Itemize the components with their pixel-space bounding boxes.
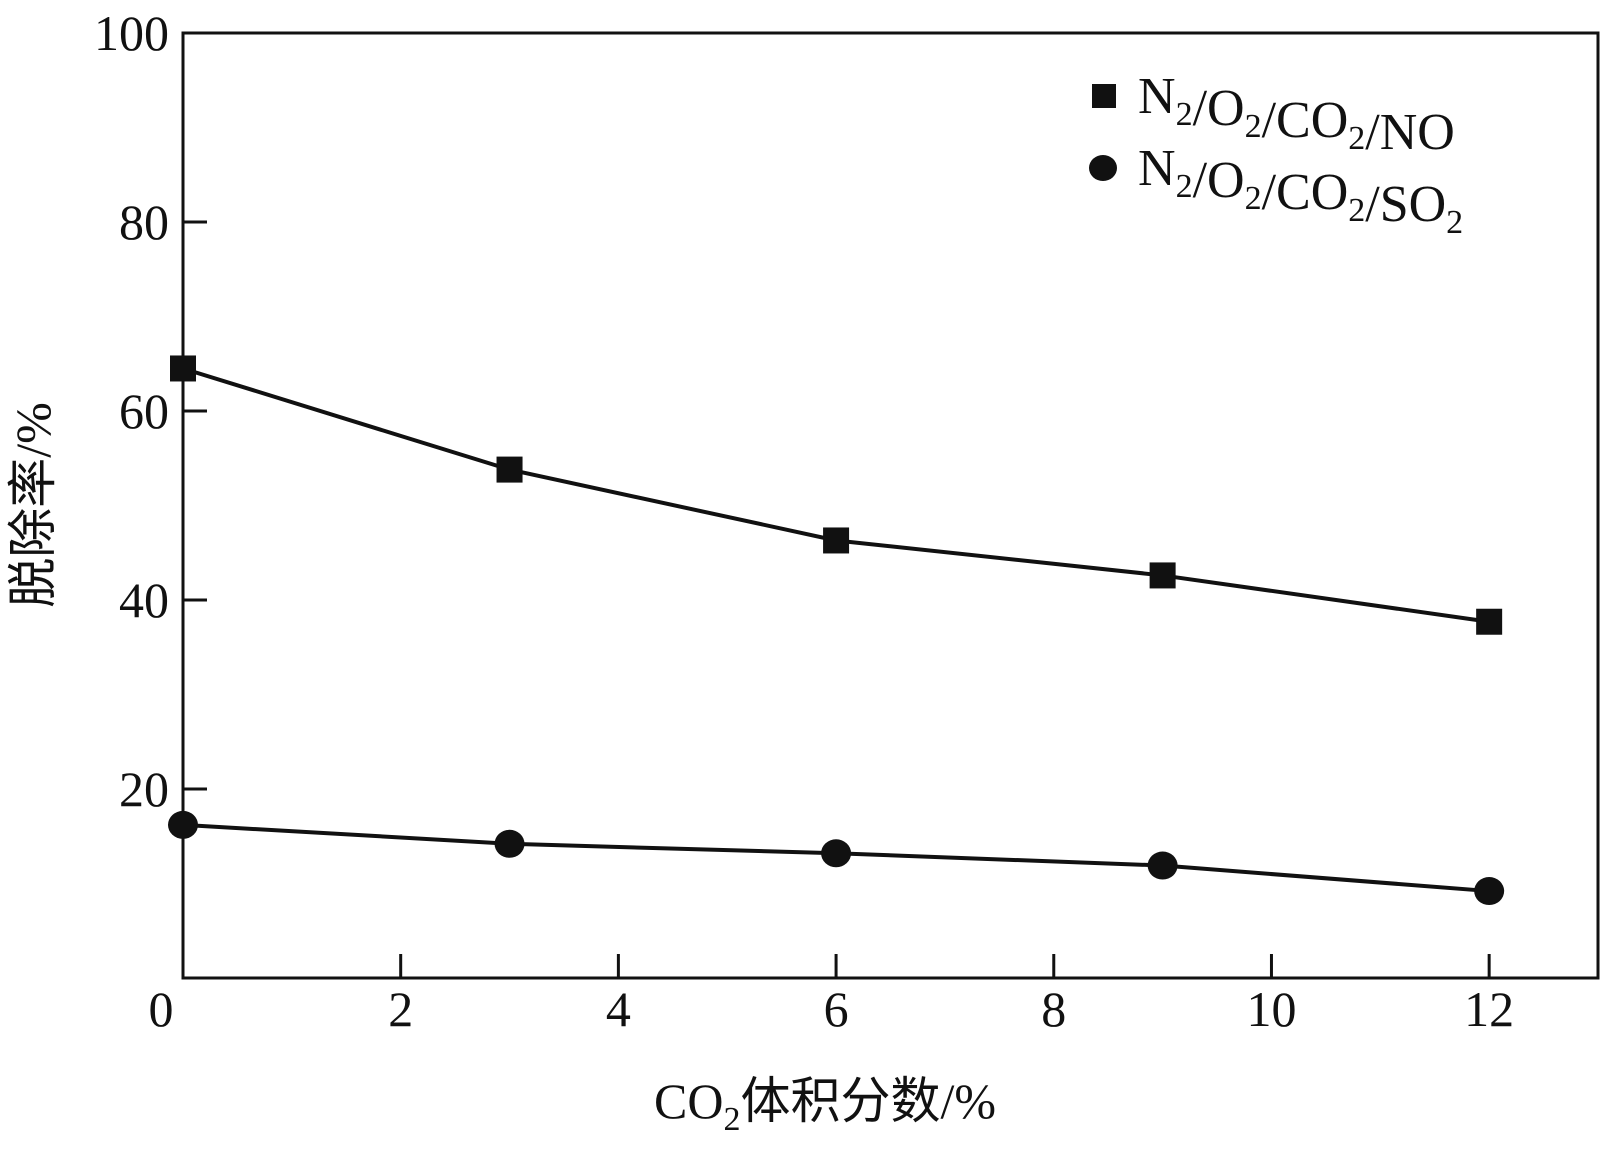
x-axis-label: CO2体积分数/% [654, 1073, 996, 1138]
data-point [1476, 608, 1503, 635]
x-tick-label: 4 [606, 981, 631, 1037]
data-point [821, 839, 852, 868]
x-tick-label: 0 [149, 981, 174, 1037]
data-point [1149, 562, 1176, 589]
data-point [1147, 851, 1178, 880]
x-tick-label: 6 [824, 981, 849, 1037]
data-point [823, 527, 850, 554]
legend-label: N2/O2/CO2/SO2 [1138, 140, 1463, 241]
x-tick-label: 8 [1041, 981, 1066, 1037]
legend-label: N2/O2/CO2/NO [1138, 68, 1455, 161]
legend-marker-square [1092, 84, 1116, 108]
y-tick-label: 40 [119, 572, 169, 628]
data-point [496, 456, 523, 483]
y-axis-label: 脱除率/% [5, 402, 61, 608]
data-point [1474, 877, 1505, 906]
y-axis-ticks: 20 40 60 80 100 [94, 5, 207, 817]
data-point [168, 810, 198, 839]
data-point [170, 355, 196, 382]
y-tick-label: 100 [94, 5, 169, 61]
series-1 [170, 355, 1503, 635]
legend-marker-circle [1089, 155, 1117, 181]
legend-item: N2/O2/CO2/SO2 [1089, 140, 1463, 241]
series-2 [168, 810, 1505, 906]
x-tick-label: 12 [1464, 981, 1514, 1037]
x-tick-label: 10 [1246, 981, 1296, 1037]
plot-frame [181, 31, 1600, 980]
x-axis-ticks: 0 2 4 6 8 10 12 [149, 954, 1514, 1037]
y-tick-label: 20 [119, 761, 169, 817]
legend-item: N2/O2/CO2/NO [1092, 68, 1455, 161]
y-tick-label: 60 [119, 383, 169, 439]
x-tick-label: 2 [388, 981, 413, 1037]
series-layer [168, 355, 1505, 906]
series-line [182, 366, 1490, 624]
data-point [494, 829, 525, 858]
y-tick-label: 80 [119, 194, 169, 250]
